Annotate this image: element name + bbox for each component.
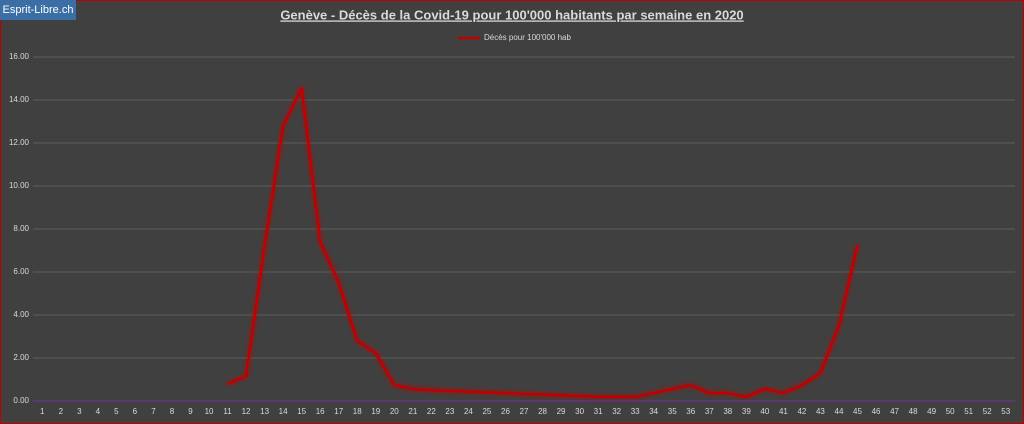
x-tick-label: 32 — [612, 407, 621, 416]
x-tick-label: 10 — [205, 407, 214, 416]
x-tick-label: 28 — [538, 407, 547, 416]
x-tick-label: 22 — [427, 407, 436, 416]
x-tick-label: 8 — [170, 407, 175, 416]
x-tick-label: 43 — [816, 407, 825, 416]
x-tick-label: 1 — [40, 407, 45, 416]
x-tick-label: 27 — [520, 407, 529, 416]
y-tick-label: 2.00 — [13, 353, 29, 362]
x-tick-label: 25 — [482, 407, 491, 416]
x-tick-label: 40 — [760, 407, 769, 416]
x-tick-label: 15 — [297, 407, 306, 416]
x-tick-label: 33 — [631, 407, 640, 416]
x-tick-label: 13 — [260, 407, 269, 416]
legend-label: Décès pour 100'000 hab — [484, 33, 571, 42]
y-tick-label: 8.00 — [13, 224, 29, 233]
x-tick-label: 3 — [77, 407, 82, 416]
y-tick-label: 14.00 — [9, 95, 30, 104]
x-tick-label: 2 — [59, 407, 64, 416]
y-tick-label: 6.00 — [13, 267, 29, 276]
x-tick-label: 17 — [334, 407, 343, 416]
x-tick-label: 6 — [133, 407, 138, 416]
watermark-box — [0, 0, 76, 20]
x-tick-label: 9 — [188, 407, 193, 416]
x-tick-label: 30 — [575, 407, 584, 416]
x-tick-label: 44 — [835, 407, 844, 416]
x-tick-label: 7 — [151, 407, 156, 416]
x-tick-label: 47 — [890, 407, 899, 416]
y-tick-label: 4.00 — [13, 310, 29, 319]
x-tick-label: 26 — [501, 407, 510, 416]
x-tick-label: 52 — [983, 407, 992, 416]
y-tick-label: 10.00 — [9, 181, 30, 190]
x-tick-label: 36 — [686, 407, 695, 416]
watermark: Esprit-Libre.ch — [3, 4, 74, 16]
x-tick-label: 34 — [649, 407, 658, 416]
x-tick-label: 31 — [594, 407, 603, 416]
x-tick-label: 16 — [316, 407, 325, 416]
x-tick-label: 20 — [390, 407, 399, 416]
x-tick-label: 48 — [909, 407, 918, 416]
x-tick-label: 39 — [742, 407, 751, 416]
series-line — [227, 86, 859, 399]
x-tick-label: 38 — [723, 407, 732, 416]
x-tick-label: 49 — [927, 407, 936, 416]
x-tick-label: 19 — [371, 407, 380, 416]
x-tick-label: 29 — [557, 407, 566, 416]
x-tick-label: 45 — [853, 407, 862, 416]
y-tick-label: 0.00 — [13, 396, 29, 405]
x-tick-label: 35 — [668, 407, 677, 416]
x-tick-label: 12 — [242, 407, 251, 416]
x-tick-label: 14 — [279, 407, 288, 416]
x-tick-label: 4 — [96, 407, 101, 416]
x-tick-label: 41 — [779, 407, 788, 416]
x-tick-label: 23 — [445, 407, 454, 416]
x-tick-label: 42 — [797, 407, 806, 416]
y-tick-label: 16.00 — [9, 52, 30, 61]
y-tick-label: 12.00 — [9, 138, 30, 147]
x-tick-label: 11 — [223, 407, 232, 416]
x-tick-label: 24 — [464, 407, 473, 416]
x-tick-label: 37 — [705, 407, 714, 416]
chart-title: Genève - Décès de la Covid-19 pour 100'0… — [280, 7, 743, 22]
x-tick-label: 21 — [408, 407, 417, 416]
x-tick-label: 5 — [114, 407, 119, 416]
x-tick-label: 51 — [964, 407, 973, 416]
x-tick-label: 50 — [946, 407, 955, 416]
x-tick-label: 46 — [872, 407, 881, 416]
x-tick-label: 53 — [1001, 407, 1010, 416]
x-tick-label: 18 — [353, 407, 362, 416]
